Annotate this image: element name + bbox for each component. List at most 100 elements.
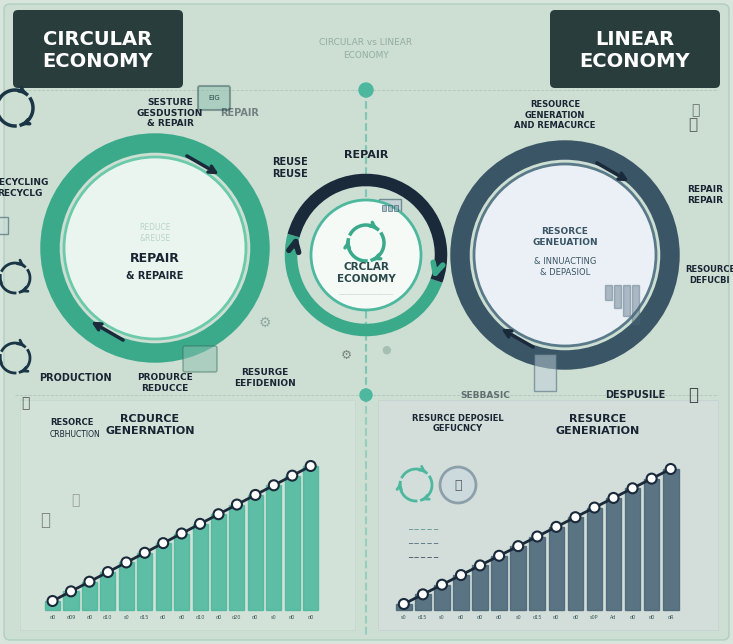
Text: d0: d0	[252, 615, 259, 620]
Text: & INNUACTING
& DEPASIOL: & INNUACTING & DEPASIOL	[534, 258, 596, 277]
Text: CRBHUCTION: CRBHUCTION	[50, 430, 100, 439]
Circle shape	[251, 490, 260, 500]
Text: d15: d15	[533, 615, 542, 620]
Bar	[472, 565, 488, 610]
Circle shape	[474, 164, 656, 346]
Text: d0: d0	[49, 615, 56, 620]
Circle shape	[232, 500, 242, 509]
Circle shape	[359, 83, 373, 97]
Text: PRODUCTION: PRODUCTION	[39, 373, 111, 383]
Text: REPAIR: REPAIR	[130, 252, 180, 265]
Circle shape	[287, 471, 298, 480]
Bar	[491, 556, 507, 610]
Bar	[567, 517, 583, 610]
Text: & REPAIRE: & REPAIRE	[126, 271, 184, 281]
Circle shape	[608, 493, 619, 503]
Circle shape	[589, 502, 600, 513]
Text: d10: d10	[103, 615, 113, 620]
FancyBboxPatch shape	[0, 217, 8, 234]
FancyBboxPatch shape	[382, 205, 386, 211]
Text: 🚛: 🚛	[688, 386, 698, 404]
Text: RESORCE: RESORCE	[50, 418, 93, 427]
Bar	[266, 486, 281, 610]
Circle shape	[440, 467, 476, 503]
Bar	[229, 504, 245, 610]
Text: ─ ─ ─ ─ ─: ─ ─ ─ ─ ─	[408, 527, 438, 533]
Text: PRODURCE
REDUCCE: PRODURCE REDUCCE	[137, 374, 193, 393]
Text: REPAIR
REPAIR: REPAIR REPAIR	[687, 185, 723, 205]
Bar	[45, 601, 60, 610]
FancyBboxPatch shape	[388, 205, 392, 211]
Circle shape	[570, 512, 581, 522]
Text: ─ ─ ─ ─ ─: ─ ─ ─ ─ ─	[408, 541, 438, 547]
Circle shape	[84, 577, 95, 587]
Text: REPAIR: REPAIR	[344, 150, 388, 160]
FancyBboxPatch shape	[198, 86, 230, 110]
Bar	[119, 562, 134, 610]
Circle shape	[66, 586, 76, 596]
Text: RESORCE
GENEUATION: RESORCE GENEUATION	[532, 227, 598, 247]
FancyBboxPatch shape	[378, 400, 718, 630]
Text: d10: d10	[196, 615, 205, 620]
Bar	[155, 543, 171, 610]
Text: RESOURCE
DEFUCBI: RESOURCE DEFUCBI	[685, 265, 733, 285]
Text: d0: d0	[308, 615, 314, 620]
Bar	[303, 466, 318, 610]
Circle shape	[551, 522, 561, 532]
Text: RESURCE
GENERIATION: RESURCE GENERIATION	[556, 414, 640, 435]
Text: SESTURE
GESDUSTION
& REPAIR: SESTURE GESDUSTION & REPAIR	[137, 98, 203, 128]
Bar	[64, 591, 78, 610]
Text: RESURCE DEPOSIEL
GEFUCNCY: RESURCE DEPOSIEL GEFUCNCY	[412, 414, 504, 433]
Bar	[284, 476, 300, 610]
Text: 👜: 👜	[688, 117, 698, 133]
Bar	[614, 285, 621, 308]
FancyBboxPatch shape	[183, 346, 217, 372]
Text: CRCLAR
ECONOMY: CRCLAR ECONOMY	[336, 262, 395, 284]
FancyBboxPatch shape	[394, 205, 398, 211]
Bar	[211, 514, 226, 610]
Text: CIRCULAR vs LINEAR: CIRCULAR vs LINEAR	[320, 37, 413, 46]
Text: 🚛: 🚛	[21, 396, 29, 410]
Circle shape	[311, 200, 421, 310]
Circle shape	[532, 531, 542, 542]
Bar	[82, 582, 97, 610]
Bar	[415, 594, 431, 610]
Circle shape	[306, 461, 316, 471]
Circle shape	[627, 483, 638, 493]
Text: RCDURCE
GENERNATION: RCDURCE GENERNATION	[106, 414, 195, 435]
Text: ─────────────────: ─────────────────	[339, 292, 394, 298]
Text: d0: d0	[477, 615, 483, 620]
Bar	[248, 495, 263, 610]
FancyBboxPatch shape	[20, 400, 355, 630]
Bar	[396, 604, 412, 610]
Bar	[100, 572, 115, 610]
Text: s0: s0	[515, 615, 521, 620]
Text: ─ ─ ─ ─ ─: ─ ─ ─ ─ ─	[408, 555, 438, 561]
FancyBboxPatch shape	[4, 4, 729, 640]
Bar	[586, 507, 603, 610]
Text: EIG: EIG	[208, 95, 220, 101]
Text: d0: d0	[86, 615, 92, 620]
Text: RESURGE
EEFIDENION: RESURGE EEFIDENION	[234, 368, 296, 388]
Circle shape	[513, 541, 523, 551]
Circle shape	[418, 589, 428, 600]
Text: ⚙: ⚙	[340, 348, 352, 361]
Bar	[605, 285, 612, 300]
Circle shape	[213, 509, 224, 519]
Bar	[644, 478, 660, 610]
Text: ⚙: ⚙	[259, 316, 271, 330]
Text: d0: d0	[553, 615, 559, 620]
FancyBboxPatch shape	[13, 10, 183, 88]
Text: REUSE
REUSE: REUSE REUSE	[272, 157, 308, 179]
FancyBboxPatch shape	[534, 354, 556, 391]
Text: REDUCE
&REUSE: REDUCE &REUSE	[139, 223, 171, 243]
Text: d0: d0	[630, 615, 636, 620]
Text: 🌱: 🌱	[71, 493, 79, 507]
Bar	[529, 536, 545, 610]
Circle shape	[399, 599, 409, 609]
Text: d0: d0	[216, 615, 221, 620]
Text: s0: s0	[123, 615, 129, 620]
Text: d0: d0	[496, 615, 502, 620]
Circle shape	[666, 464, 676, 474]
Circle shape	[647, 473, 657, 484]
